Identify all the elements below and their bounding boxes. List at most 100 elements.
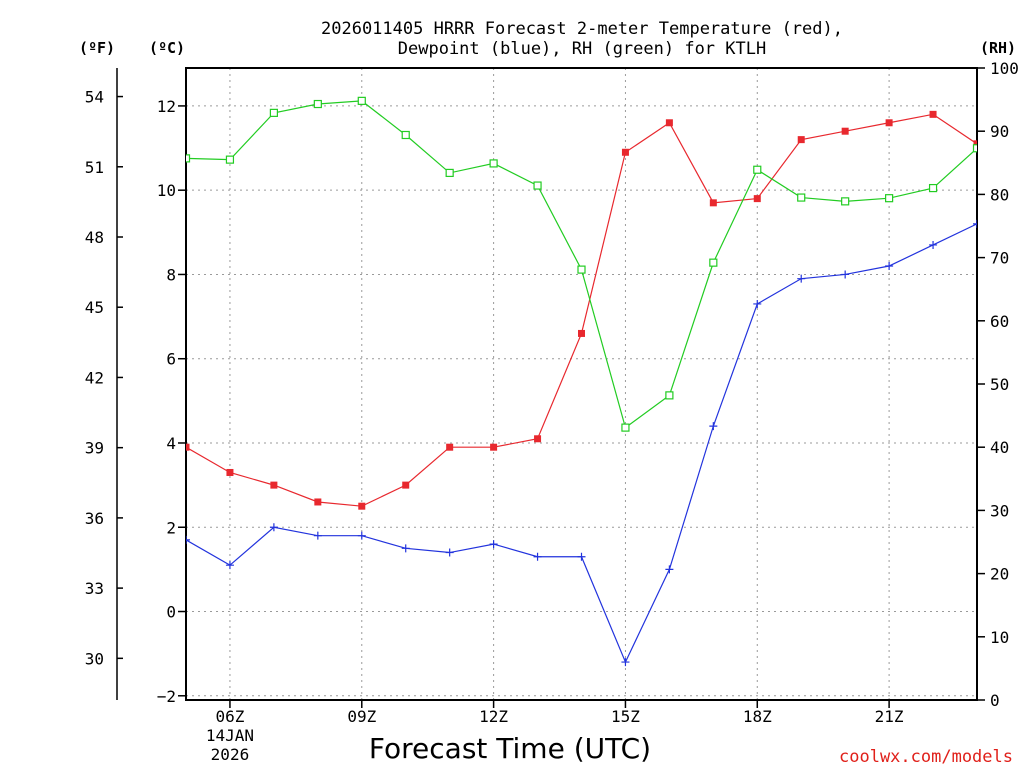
temperature-point — [534, 435, 542, 443]
fahrenheit-tick-label: 33 — [85, 579, 104, 598]
series-layer — [186, 96, 977, 667]
rh-point — [186, 154, 191, 163]
dewpoint-point — [665, 565, 674, 574]
rh-point — [753, 165, 762, 174]
rh-point — [709, 258, 718, 267]
temperature-point — [358, 502, 366, 510]
dewpoint-point — [841, 270, 850, 279]
tick-labels: −2 0 2 4 6 8 10 12 30 33 36 39 42 45 48 51 54 0 10 20 30 40 50… — [85, 59, 1019, 764]
dewpoint-point — [929, 240, 938, 249]
rh-point — [621, 423, 630, 432]
axes — [116, 67, 985, 708]
chart-title-line1: 2026011405 HRRR Forecast 2-meter Tempera… — [321, 19, 843, 39]
temperature-point — [929, 110, 937, 118]
temperature-point — [621, 148, 629, 156]
x-tick-date-label: 14JAN — [206, 726, 254, 745]
x-tick-label: 06Z — [215, 707, 244, 726]
rh-tick-label: 60 — [990, 312, 1009, 331]
dewpoint-point — [797, 274, 806, 283]
fahrenheit-tick-label: 30 — [85, 649, 104, 668]
dewpoint-point — [973, 219, 977, 228]
rh-point — [797, 193, 806, 202]
fahrenheit-tick-label: 54 — [85, 88, 104, 107]
rh-tick-label: 70 — [990, 249, 1009, 268]
rh-point — [401, 130, 410, 140]
credit-text: coolwx.com/models — [839, 747, 1013, 767]
rh-point — [972, 144, 977, 153]
x-tick-label: 18Z — [743, 707, 772, 726]
temperature-point — [402, 481, 410, 489]
dewpoint-point — [621, 658, 630, 667]
dewpoint-point — [885, 262, 894, 271]
dewpoint-point — [533, 552, 542, 561]
dewpoint-point — [357, 531, 366, 540]
fahrenheit-tick-label: 45 — [85, 298, 104, 317]
rh-tick-label: 50 — [990, 375, 1009, 394]
celsius-tick-label: 8 — [166, 265, 176, 284]
rh-series — [186, 96, 977, 432]
temperature-point — [186, 443, 190, 451]
celsius-tick-label: 12 — [157, 97, 176, 116]
celsius-tick-label: 6 — [166, 350, 176, 369]
rh-line — [186, 100, 977, 429]
rh-point — [665, 391, 674, 400]
temperature-point — [578, 329, 585, 337]
temperature-series — [186, 110, 977, 510]
celsius-tick-label: 2 — [166, 518, 176, 537]
rh-point — [928, 183, 938, 193]
dewpoint-point — [709, 422, 718, 431]
rh-tick-label: 80 — [990, 185, 1009, 204]
rh-tick-label: 90 — [990, 122, 1009, 141]
dewpoint-point — [753, 299, 762, 308]
rh-tick-label: 40 — [990, 438, 1009, 457]
dewpoint-point — [186, 535, 190, 544]
rh-point — [225, 155, 235, 164]
x-tick-label: 09Z — [347, 707, 376, 726]
rh-point — [269, 108, 278, 117]
dewpoint-point — [225, 561, 234, 570]
temperature-point — [270, 481, 278, 489]
fahrenheit-tick-label: 51 — [85, 158, 104, 177]
rh-point — [885, 194, 894, 203]
temperature-point — [841, 127, 849, 135]
fahrenheit-tick-label: 42 — [85, 368, 104, 387]
rh-point — [357, 96, 366, 105]
celsius-tick-label: 0 — [166, 603, 176, 622]
rh-point — [313, 99, 322, 109]
fahrenheit-tick-label: 36 — [85, 509, 104, 528]
dewpoint-point — [577, 552, 586, 561]
rh-unit-label: (RH) — [980, 39, 1016, 57]
temperature-point — [226, 468, 234, 476]
temperature-point — [314, 498, 322, 506]
x-tick-year-label: 2026 — [211, 745, 250, 764]
temperature-point — [665, 119, 673, 127]
dewpoint-point — [401, 544, 410, 553]
rh-tick-label: 30 — [990, 501, 1009, 520]
temperature-point — [797, 136, 805, 144]
temperature-point — [709, 199, 717, 207]
rh-tick-label: 100 — [990, 59, 1019, 78]
x-tick-label: 12Z — [479, 707, 508, 726]
temperature-point — [446, 443, 454, 451]
gridlines — [186, 68, 977, 700]
celsius-tick-label: 4 — [166, 434, 176, 453]
plot-frame — [185, 67, 978, 701]
dewpoint-series — [186, 219, 977, 667]
chart-title-line2: Dewpoint (blue), RH (green) for KTLH — [398, 39, 766, 59]
dewpoint-point — [269, 523, 278, 532]
rh-point — [445, 168, 454, 178]
celsius-tick-label: 10 — [157, 181, 176, 200]
dewpoint-point — [445, 548, 454, 557]
x-tick-label: 21Z — [875, 707, 904, 726]
temperature-line — [186, 113, 977, 507]
rh-tick-label: 20 — [990, 565, 1009, 584]
temperature-point — [490, 443, 498, 451]
dewpoint-point — [313, 531, 322, 540]
dewpoint-point — [489, 540, 498, 549]
celsius-tick-label: −2 — [157, 687, 176, 706]
rh-tick-label: 10 — [990, 628, 1009, 647]
celsius-unit-label: (ºC) — [149, 39, 185, 57]
x-tick-label: 15Z — [611, 707, 640, 726]
temperature-point — [753, 195, 761, 203]
temperature-point — [973, 140, 977, 148]
